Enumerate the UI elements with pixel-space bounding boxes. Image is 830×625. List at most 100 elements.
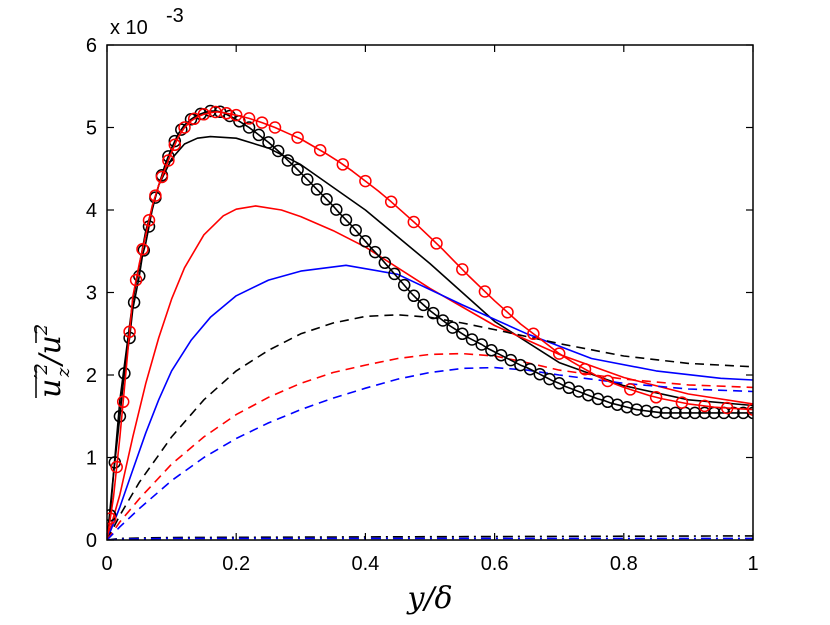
marker-red-circles-17	[242, 112, 256, 125]
y-multiplier-exponent: -3	[166, 5, 184, 27]
marker-black-circles-72	[746, 406, 753, 420]
marker-black-circles-42	[456, 327, 469, 341]
series-black-solid	[107, 135, 753, 540]
marker-black-circles-66	[688, 406, 702, 420]
marker-red-circles-37	[698, 399, 711, 413]
y-label-slash: /	[33, 352, 68, 368]
marker-red-circles-11	[178, 121, 191, 134]
marker-black-circles-64	[669, 406, 682, 420]
marker-black-circles-33	[368, 245, 382, 259]
marker-black-circles-30	[339, 213, 353, 227]
series-line-red-dashed	[107, 352, 753, 540]
y-multiplier: x 10 -3	[110, 5, 184, 39]
marker-black-circles-37	[407, 289, 421, 303]
marker-black-circles-16	[204, 104, 217, 118]
marker-red-circles-22	[336, 158, 350, 171]
marker-black-circles-21	[252, 128, 266, 142]
x-tick-label: 1	[747, 553, 758, 575]
y-axis-label: u′2z/u2	[31, 324, 74, 398]
y-tick-label: 5	[86, 118, 97, 140]
y-label-densup: 2	[31, 324, 52, 336]
ticks-layer: 0 0.2 0.4 0.6 0.8 1 0 1 2 3 4 5 6	[86, 35, 759, 575]
marker-black-circles-32	[359, 235, 372, 248]
marker-black-circles-24	[281, 154, 295, 167]
y-tick-label: 4	[86, 200, 97, 222]
marker-black-circles-13	[175, 123, 188, 136]
series-blue-dashed	[107, 366, 753, 540]
marker-red-circles-32	[578, 362, 592, 376]
marker-black-circles-40	[436, 314, 450, 327]
series-blue-solid	[107, 264, 753, 540]
marker-black-circles-67	[698, 406, 711, 420]
marker-red-circles-0	[107, 512, 117, 525]
x-tick-label: 0.8	[610, 553, 638, 575]
series-black-dashed	[107, 314, 753, 540]
marker-red-circles-9	[162, 154, 175, 167]
marker-red-circles-38	[720, 401, 734, 415]
marker-red-circles-16	[229, 108, 243, 122]
x-tick-label: 0.4	[351, 553, 379, 575]
y-multiplier-base: x 10	[110, 17, 148, 39]
marker-red-circles-7	[149, 189, 162, 202]
series-line-black-solid	[107, 135, 753, 540]
marker-black-circles-49	[523, 362, 537, 376]
y-label-sub: z	[53, 367, 74, 378]
series-layer	[107, 104, 753, 540]
marker-black-circles-50	[533, 367, 547, 381]
marker-red-circles-2	[116, 395, 130, 409]
x-tick-label: 0	[101, 553, 112, 575]
marker-black-circles-61	[640, 404, 653, 418]
marker-black-circles-46	[494, 348, 508, 362]
marker-black-circles-63	[659, 406, 673, 420]
marker-black-circles-60	[630, 403, 643, 416]
marker-red-circles-35	[649, 391, 663, 404]
marker-black-circles-3	[118, 367, 131, 380]
marker-black-circles-2	[113, 410, 127, 423]
series-line-red-solid	[107, 205, 753, 540]
series-red-solid	[107, 205, 753, 540]
y-tick-label: 6	[86, 35, 97, 57]
marker-black-circles-44	[475, 338, 488, 351]
marker-black-circles-26	[301, 173, 314, 186]
series-line-black-dashed	[107, 314, 753, 540]
marker-red-circles-27	[456, 263, 469, 276]
series-black-circles	[107, 104, 753, 540]
marker-black-circles-38	[417, 298, 430, 312]
marker-black-circles-25	[291, 163, 304, 176]
marker-black-circles-62	[649, 405, 663, 419]
y-tick-label: 0	[86, 530, 97, 552]
marker-black-circles-29	[330, 203, 343, 216]
marker-red-circles-33	[601, 374, 614, 388]
marker-black-circles-6	[133, 269, 146, 283]
marker-red-circles-5	[136, 242, 149, 256]
marker-black-circles-36	[397, 278, 411, 292]
marker-red-circles-39	[746, 403, 753, 416]
y-label-den: u	[33, 335, 68, 354]
series-red-dashed	[107, 352, 753, 540]
marker-red-circles-31	[552, 347, 566, 360]
marker-black-circles-22	[262, 136, 275, 149]
marker-red-circles-15	[220, 107, 233, 120]
marker-black-circles-45	[485, 344, 498, 357]
series-line-blue-dashed	[107, 366, 753, 540]
marker-red-circles-8	[155, 170, 169, 184]
y-tick-label: 2	[86, 365, 97, 387]
marker-red-circles-3	[123, 325, 136, 338]
marker-red-circles-18	[255, 116, 269, 129]
x-tick-label: 0.6	[481, 553, 509, 575]
marker-black-circles-34	[378, 256, 392, 270]
marker-red-circles-13	[197, 108, 211, 121]
marker-red-circles-28	[478, 285, 492, 298]
marker-red-circles-25	[407, 215, 421, 229]
marker-black-circles-39	[426, 306, 440, 320]
marker-black-circles-41	[446, 321, 459, 334]
marker-black-circles-47	[504, 353, 518, 367]
marker-black-circles-23	[271, 144, 285, 158]
marker-red-circles-19	[268, 121, 282, 134]
marker-red-circles-30	[527, 327, 540, 341]
series-line-blue-solid	[107, 264, 753, 540]
y-label-main: u	[33, 379, 68, 398]
marker-black-circles-35	[388, 267, 401, 281]
marker-red-circles-26	[430, 237, 443, 250]
y-axis-label-text: u′2z/u2	[31, 324, 74, 398]
